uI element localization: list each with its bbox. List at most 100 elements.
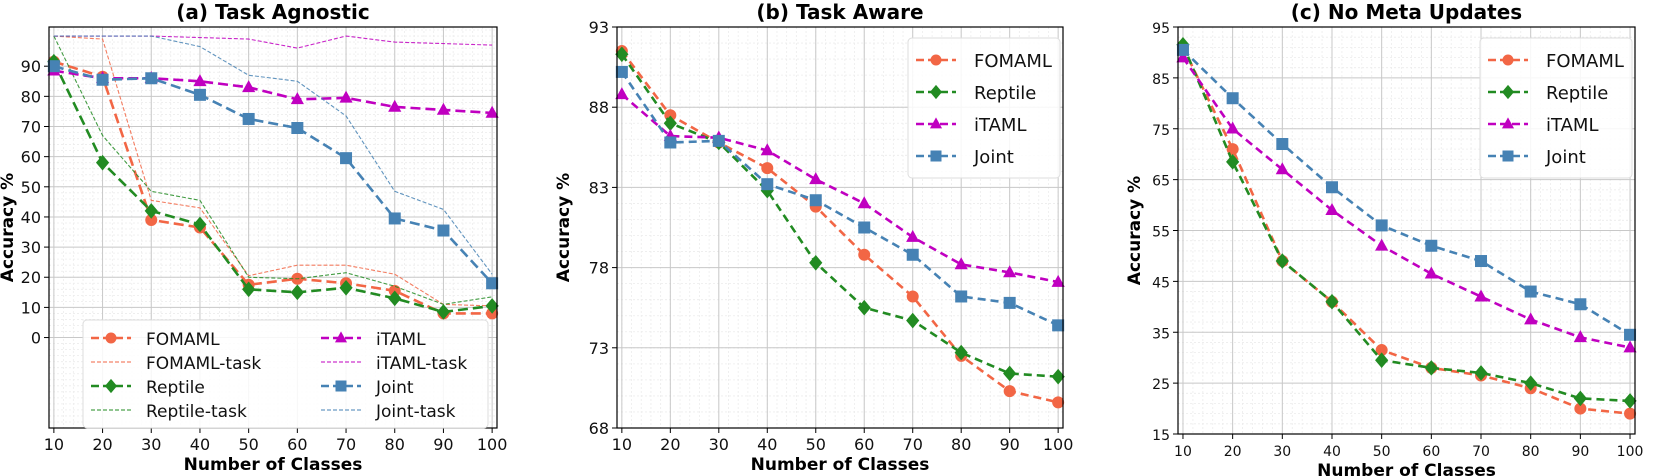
legend-item: Joint-task [321,402,456,422]
data-point [1474,365,1488,381]
y-tick-label: 25 [1152,377,1170,393]
data-point [1051,368,1065,385]
x-axis-label: Number of Classes [751,455,930,475]
data-point [1573,330,1587,343]
legend-label: FOMAML [1546,51,1624,72]
series-joint-task [53,35,493,275]
legend-label: Reptile [146,378,205,398]
data-point [615,65,628,78]
data-point [388,212,401,225]
series-fomaml [615,45,1065,409]
data-point [1275,162,1289,175]
data-point [242,112,255,125]
data-point [761,178,774,191]
x-tick-label: 20 [660,435,680,454]
data-point [290,284,304,301]
data-point [954,257,968,270]
data-point [1375,344,1388,357]
data-point [1573,390,1587,407]
x-tick-label: 30 [141,435,161,454]
y-tick-label: 85 [1152,72,1170,88]
legend-item: iTAML-task [321,354,467,374]
series-line [52,61,493,314]
series-reptile-task [53,35,493,305]
legend-marker [335,380,347,392]
data-point [339,280,353,296]
y-tick-label: 83 [589,178,609,197]
data-point [857,196,871,209]
data-point [809,172,823,185]
legend-item: iTAML [321,330,426,350]
data-point [906,290,919,303]
data-point [760,143,774,156]
legend-marker [1502,150,1514,162]
data-point [1424,360,1438,376]
series-line [620,50,1059,404]
y-tick-label: 90 [21,57,41,76]
x-tick-label: 100 [477,435,508,454]
x-tick-label: 70 [1472,444,1490,460]
data-point [242,80,256,93]
x-tick-label: 10 [612,435,632,454]
legend-marker [929,84,943,100]
data-point [1325,181,1338,194]
y-tick-label: 40 [21,208,41,227]
data-point [436,102,451,115]
data-point [437,224,450,237]
series-reptile [47,53,499,320]
data-point [1524,312,1538,325]
x-tick-label: 70 [336,435,356,454]
legend-label: Joint [1545,147,1586,168]
data-point [1176,50,1190,63]
data-point [1325,293,1339,310]
legend-item: FOMAML [91,330,220,350]
legend-item: FOMAML-task [91,354,261,374]
x-tick-label: 10 [1174,444,1192,460]
series-line [620,71,1059,327]
data-point [1375,238,1389,251]
legend-label: Reptile-task [146,402,247,422]
data-point [857,299,871,316]
legend-box [82,319,489,429]
legend-item: Reptile [1488,83,1608,104]
series-line [53,64,494,285]
legend: FOMAML Reptile iTAML Joint [907,37,1061,179]
y-tick-label: 60 [21,148,41,167]
data-point [291,122,304,135]
legend: FOMAML Reptile iTAML Joint [1479,37,1633,179]
series-line [53,60,493,315]
x-tick-label: 50 [1373,444,1391,460]
data-point [1003,365,1017,382]
data-point [290,92,304,105]
legend-label: FOMAML [146,330,220,350]
x-tick-label: 20 [1224,444,1242,460]
legend-marker [105,332,117,344]
chart-title: (c) No Meta Updates [1291,0,1522,24]
subplot-1: 10 20 30 40 50 60 70 80 90 100 68 73 78 83 88 93 (b) Tas… [554,0,1073,475]
series-line [1181,46,1631,415]
legend-marker [1501,117,1515,129]
x-tick-label: 80 [951,435,971,454]
legend-label: Reptile [974,83,1036,104]
x-tick-label: 60 [287,435,307,454]
legend-item: Joint [1488,147,1586,168]
legend-label: iTAML-task [376,354,467,374]
x-tick-label: 30 [709,435,729,454]
legend-marker [1501,84,1515,100]
x-tick-label: 20 [92,435,112,454]
legend-label: iTAML [974,115,1026,136]
legend-marker [104,378,118,394]
x-tick-label: 10 [44,435,64,454]
data-point [906,312,920,329]
series-line [53,35,493,275]
data-point [1325,202,1339,215]
data-point [145,72,158,85]
data-point [1275,253,1289,269]
y-tick-label: 95 [1152,21,1170,37]
data-point [1524,375,1538,391]
data-point [1425,239,1438,252]
legend-label: Reptile [1546,83,1608,104]
data-point [1475,255,1488,268]
legend-label: FOMAML [974,51,1052,72]
x-tick-label: 90 [1571,444,1589,460]
